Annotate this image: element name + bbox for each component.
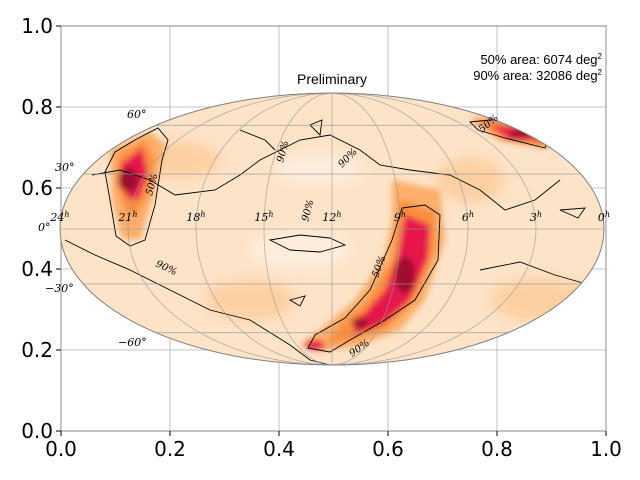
ra-label-3h: 3h — [530, 210, 542, 224]
dec-labels: 60° 30° 0° −30° −60° — [38, 108, 147, 349]
ra-label-value: 12 — [322, 211, 336, 224]
graticule — [60, 93, 604, 365]
graticule-meridian — [331, 93, 469, 365]
x-tick-label: 0.4 — [263, 437, 295, 461]
ra-label-unit: h — [64, 210, 69, 219]
x-tick-label: 0.2 — [154, 437, 186, 461]
ra-label-15h: 15h — [254, 210, 273, 224]
ra-label-value: 21 — [117, 211, 132, 224]
ra-label-value: 6 — [462, 211, 469, 224]
map-title: Preliminary — [297, 71, 367, 87]
ra-label-value: 15 — [254, 211, 268, 224]
ra-label-value: 3 — [530, 211, 537, 224]
ra-labels: 24h 21h 18h 15h 12h 9h 6h 3h 0h — [49, 210, 610, 224]
y-tick-label: 0.4 — [21, 257, 53, 281]
x-tick-label: 0.6 — [372, 437, 404, 461]
ra-label-value: 9 — [394, 211, 401, 224]
dec-label-60: 60° — [127, 108, 147, 121]
ra-label-value: 0 — [598, 211, 605, 224]
x-tick-label: 0.8 — [481, 437, 513, 461]
area-90-annotation: 90% area: 32086 deg2 — [473, 68, 602, 83]
y-tick-label: 1.0 — [21, 14, 53, 38]
area-50-annotation: 50% area: 6074 deg2 — [480, 52, 602, 67]
x-tick-label: 1.0 — [590, 437, 622, 461]
ra-label-unit: h — [132, 210, 137, 219]
ra-label-value: 18 — [186, 211, 200, 224]
y-tick-label: 0.8 — [21, 95, 53, 119]
dec-label-minus-30: −30° — [45, 282, 74, 295]
y-tick-label: 0.6 — [21, 176, 53, 200]
probability-hotspots — [110, 118, 555, 352]
ra-label-6h: 6h — [462, 210, 474, 224]
graticule-meridian — [331, 93, 537, 365]
x-tick-label: 0.0 — [45, 437, 77, 461]
dec-label-minus-60: −60° — [118, 336, 147, 349]
graticule-meridian — [195, 93, 333, 365]
mollweide-skymap — [60, 93, 604, 365]
dec-label-0: 0° — [38, 221, 51, 234]
ra-label-21h: 21h — [117, 210, 137, 224]
ra-label-9h: 9h — [394, 210, 406, 224]
y-tick-label: 0.2 — [21, 338, 53, 362]
ra-label-18h: 18h — [186, 210, 205, 224]
ra-label-unit: h — [200, 210, 205, 219]
dec-label-30: 30° — [55, 161, 75, 174]
ra-label-0h: 0h — [598, 210, 610, 224]
ra-label-12h: 12h — [322, 210, 341, 224]
ra-label-unit: h — [469, 210, 474, 219]
graticule-meridian — [127, 93, 333, 365]
ra-label-value: 24 — [49, 211, 64, 224]
ra-label-24h: 24h — [49, 210, 69, 224]
axis-ticks: 0.0 0.2 0.4 0.6 0.8 1.0 0.0 0.2 0.4 0.6 0.8 1.0 — [21, 14, 622, 461]
ra-label-unit: h — [605, 210, 610, 219]
ra-label-unit: h — [537, 210, 542, 219]
ra-label-unit: h — [268, 210, 273, 219]
sky-boundary — [59, 92, 605, 366]
ra-label-unit: h — [401, 210, 406, 219]
ra-label-unit: h — [336, 210, 341, 219]
y-tick-label: 0.0 — [21, 419, 53, 443]
graticule-meridian — [263, 93, 333, 365]
graticule-meridian — [331, 93, 401, 365]
